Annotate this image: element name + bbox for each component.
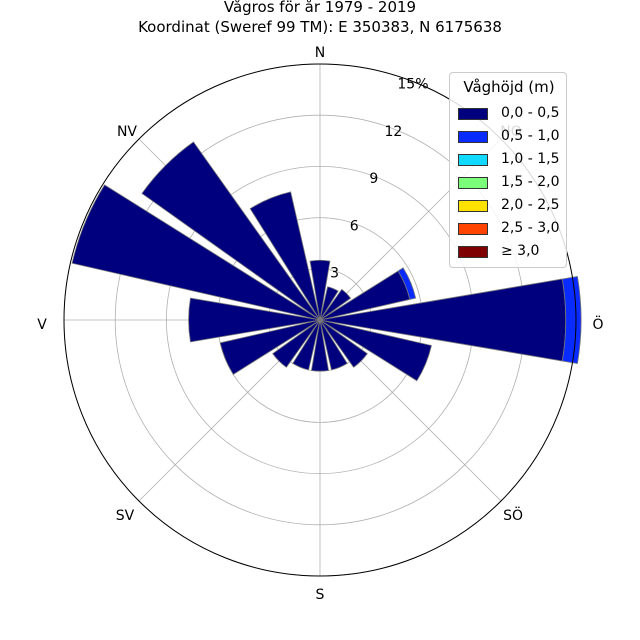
rose-bar [319, 286, 339, 321]
rose-bar [319, 319, 432, 382]
rose-bar [310, 319, 330, 372]
radial-tick-label: 12 [384, 124, 402, 140]
legend-swatch [458, 177, 488, 189]
legend-label: 1,5 - 2,0 [501, 174, 560, 190]
legend-label: 0,5 - 1,0 [501, 128, 560, 144]
legend-label: 2,5 - 3,0 [501, 220, 560, 236]
rose-bar [292, 319, 321, 371]
legend-swatch [458, 200, 488, 212]
legend-item: ≥ 3,0 [458, 242, 566, 262]
radial-tick-label: 3 [330, 266, 339, 282]
legend-item: 1,5 - 2,0 [458, 173, 566, 193]
direction-label: NV [117, 124, 137, 140]
legend-swatch [458, 223, 488, 235]
legend-title: Våghöjd (m) [463, 78, 555, 96]
chart-title: Vågros för år 1979 - 2019 [223, 0, 417, 16]
rose-bar [309, 259, 331, 321]
rose-bar [319, 288, 352, 321]
direction-label: N [315, 45, 325, 61]
direction-label: SÖ [503, 506, 523, 524]
polar-frame [63, 63, 577, 577]
legend: Våghöjd (m) 0,0 - 0,5 0,5 - 1,0 1,0 - 1,… [449, 72, 567, 268]
direction-label: S [316, 587, 325, 603]
legend-label: 2,0 - 2,5 [501, 197, 560, 213]
legend-item: 0,5 - 1,0 [458, 127, 566, 147]
legend-item: 0,0 - 0,5 [458, 104, 566, 124]
direction-label: Ö [592, 315, 603, 333]
legend-swatch [458, 131, 488, 143]
legend-item: 2,5 - 3,0 [458, 219, 566, 239]
chart-subtitle: Koordinat (Sweref 99 TM): E 350383, N 61… [138, 18, 502, 36]
legend-swatch [458, 246, 488, 258]
rose-bar [561, 275, 582, 365]
legend-item: 1,0 - 1,5 [458, 150, 566, 170]
rose-bar [188, 297, 321, 343]
rose-bar [141, 141, 321, 321]
rose-bar [249, 191, 321, 321]
legend-label: ≥ 3,0 [501, 243, 540, 259]
radial-tick-label: 6 [350, 218, 359, 234]
rose-bar [397, 267, 417, 300]
radial-tick-label: 15% [397, 76, 428, 92]
legend-swatch [458, 108, 488, 120]
legend-swatch [458, 154, 488, 166]
rose-bar [71, 184, 321, 321]
rose-bar [272, 319, 321, 368]
radial-tick-label: 9 [369, 171, 378, 187]
rose-bar [319, 319, 348, 371]
legend-item: 2,0 - 2,5 [458, 196, 566, 216]
direction-label: V [37, 317, 47, 333]
legend-label: 1,0 - 1,5 [501, 151, 560, 167]
legend-label: 0,0 - 0,5 [501, 105, 560, 121]
rose-bar [219, 319, 321, 375]
direction-label: SV [116, 508, 135, 524]
rose-bar [319, 319, 368, 368]
